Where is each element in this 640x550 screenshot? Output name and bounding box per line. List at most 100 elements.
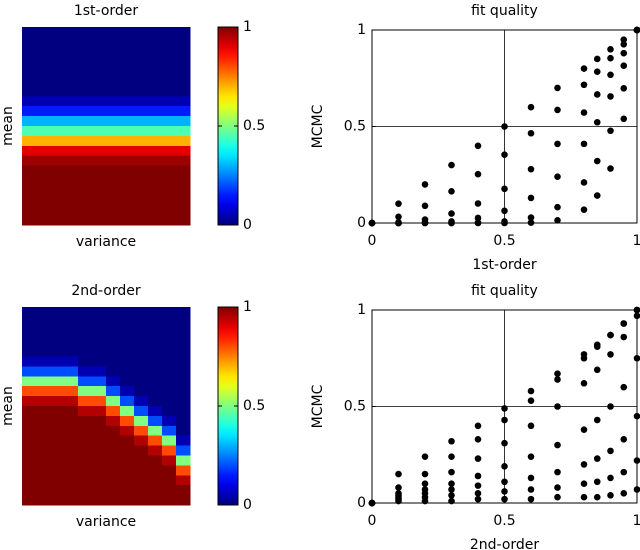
scatter-point — [607, 403, 614, 410]
heatmap-cell — [22, 56, 191, 68]
scatter-point — [607, 351, 614, 358]
heatmap-cell — [50, 425, 65, 437]
heatmap-cell — [162, 425, 177, 437]
heatmap-cell — [176, 366, 191, 377]
heatmap-cell — [22, 435, 37, 447]
heatmap-cell — [176, 495, 191, 506]
scatter-point — [580, 65, 588, 72]
scatter-point — [620, 84, 628, 92]
heatmap-cell — [64, 307, 79, 318]
x-tick-label: 1 — [633, 233, 640, 249]
scatter-point — [554, 493, 561, 501]
heatmap-cell — [148, 356, 163, 367]
heatmap-cell — [50, 307, 65, 318]
heatmap-cell — [64, 386, 79, 397]
scatter-point — [607, 127, 614, 135]
heatmap-cell — [120, 435, 135, 447]
heatmap-cell — [64, 356, 79, 367]
heatmap-cell — [22, 356, 37, 367]
heatmap-cell — [92, 336, 107, 348]
colorbar-tick-label: 0 — [243, 497, 252, 513]
heatmap-cell — [22, 366, 37, 377]
heatmap-cell — [78, 346, 93, 358]
heatmap-cell — [22, 126, 191, 137]
heatmap-cell — [162, 396, 177, 407]
heatmap-cell — [36, 455, 51, 466]
scatter-point — [593, 366, 601, 374]
scatter-point — [527, 397, 535, 405]
heatmap-cell — [22, 86, 191, 97]
heatmap-cell — [148, 435, 163, 447]
heatmap-cell — [92, 316, 107, 328]
scatter-point — [593, 478, 601, 486]
heatmap-cell — [64, 425, 79, 437]
scatter-point — [474, 436, 482, 443]
heatmap-cell — [78, 386, 93, 397]
heatmap-cell — [22, 96, 191, 107]
scatter-point — [554, 140, 561, 148]
scatter-point — [395, 200, 402, 207]
heatmap-cell — [106, 406, 121, 417]
heatmap-cell — [148, 455, 163, 466]
scatter-point — [527, 474, 535, 482]
heatmap-cell — [22, 326, 37, 338]
scatter-point — [474, 422, 482, 430]
heatmap-cell — [22, 425, 37, 437]
y-tick-label: 0.5 — [344, 399, 366, 415]
heatmap-cell — [134, 485, 149, 496]
heatmap-cell — [176, 316, 191, 328]
scatter-point — [395, 213, 402, 221]
heatmap-cell — [64, 475, 79, 486]
heatmap-cell — [92, 485, 107, 496]
heatmap-cell — [148, 346, 163, 358]
heatmap-cell — [36, 475, 51, 486]
heatmap-cell — [36, 425, 51, 437]
heatmap-cell — [22, 195, 191, 206]
heatmap-cell — [78, 406, 93, 417]
scatter-point — [527, 194, 535, 202]
scatter-point — [593, 455, 601, 462]
heatmap-cell — [134, 366, 149, 377]
heatmap-cell — [92, 406, 107, 417]
heatmap-cell — [92, 396, 107, 407]
heatmap-cell — [22, 485, 37, 496]
scatter-point — [593, 157, 601, 165]
heatmap-cell — [120, 495, 135, 506]
heatmap-cell — [162, 475, 177, 486]
scatter-point — [620, 62, 628, 70]
scatter-point — [620, 490, 628, 497]
scatter-point — [527, 129, 535, 137]
heatmap-cell — [106, 376, 121, 387]
scatter-point — [580, 354, 588, 362]
y-axis-label: mean — [0, 106, 16, 146]
heatmap-cell — [162, 485, 177, 496]
scatter-point — [474, 170, 482, 178]
heatmap-cell — [176, 435, 191, 447]
heatmap-cell — [36, 386, 51, 397]
heatmap-cell — [22, 36, 191, 48]
heatmap-cell — [148, 415, 163, 427]
y-tick-label: 1 — [357, 22, 366, 38]
heatmap-cell — [162, 435, 177, 447]
heatmap-cell — [162, 386, 177, 397]
scatter-point — [474, 142, 482, 150]
heatmap-cell — [50, 445, 65, 457]
heatmap-cell — [50, 435, 65, 447]
heatmap-cell — [176, 455, 191, 466]
heatmap-cell — [78, 336, 93, 348]
heatmap-cell — [36, 435, 51, 447]
heatmap-cell — [176, 396, 191, 407]
scatter-point — [448, 491, 455, 499]
scatter-point — [421, 453, 429, 460]
scatter-point — [501, 488, 508, 495]
scatter-point — [448, 486, 455, 493]
heatmap-cell — [36, 396, 51, 407]
heatmap-cell — [64, 465, 79, 476]
heatmap-cell — [148, 326, 163, 338]
heatmap-cell — [106, 326, 121, 338]
heatmap-cell — [78, 396, 93, 407]
heatmap-cell — [162, 376, 177, 387]
scatter-point — [580, 493, 588, 501]
scatter-point — [501, 478, 508, 486]
